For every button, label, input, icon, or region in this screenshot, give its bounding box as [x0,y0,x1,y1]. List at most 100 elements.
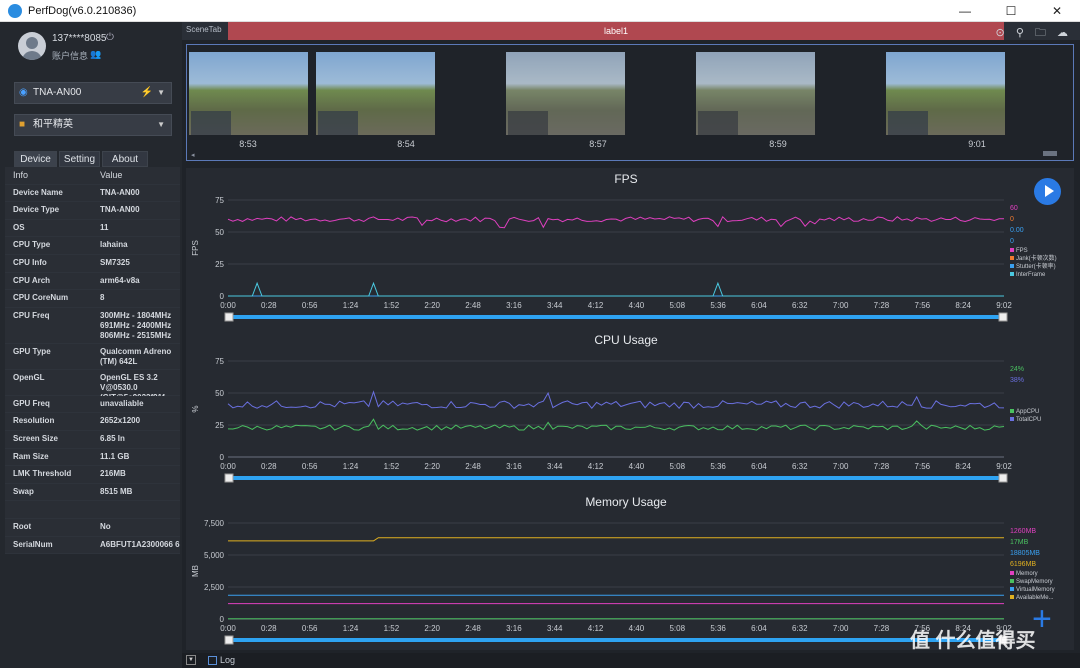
power-icon[interactable]: ⏻ [106,32,114,43]
x-tick-label: 3:16 [506,301,522,310]
y-tick-label: 5,000 [204,551,225,560]
avatar[interactable] [18,32,46,60]
info-value: TNA-AN00 [100,205,140,215]
watermark: 值 什么值得买 [910,630,1036,652]
info-value: 300MHz - 1804MHz 691MHz - 2400MHz 806MHz… [100,310,172,340]
play-button[interactable] [1034,178,1061,205]
y-axis-label: % [191,405,200,412]
x-tick-label: 3:44 [547,624,563,633]
x-tick-label: 7:00 [833,301,849,310]
range-handle-right [998,635,1008,645]
legend-label: AppCPU [1016,409,1039,415]
info-value: No [100,521,111,531]
x-tick-label: 0:00 [220,624,236,633]
screenshot-thumb[interactable] [189,52,308,135]
table-row: Root No [5,518,180,537]
x-tick-label: 2:48 [465,301,481,310]
chart-title: Memory Usage [585,495,667,509]
info-value: SM7325 [100,257,130,267]
legend-swatch [1010,417,1014,421]
scene-toolbar-icons[interactable]: ⊙ ⚲ 🗀 ☁ [995,27,1072,39]
y-tick-label: 75 [215,196,224,205]
y-axis-label: FPS [191,240,200,256]
log-checkbox[interactable] [208,656,217,665]
x-tick-label: 0:56 [302,462,318,471]
x-tick-label: 0:00 [220,462,236,471]
person-icon: 👥 [90,49,102,59]
x-tick-label: 2:20 [424,462,440,471]
x-tick-label: 7:28 [874,624,890,633]
legend-swatch [1010,272,1014,276]
x-tick-label: 2:48 [465,624,481,633]
info-value: 11 [100,222,109,232]
scene-bar: SceneTab label1 ⊙ ⚲ 🗀 ☁ [182,22,1080,40]
account-info-link[interactable]: 账户信息 [52,51,89,61]
x-tick-label: 3:44 [547,462,563,471]
screenshot-thumb[interactable] [886,52,1005,135]
expand-icon[interactable]: ▼ [186,655,196,665]
table-row: Screen Size 6.85 In [5,430,180,449]
close-button[interactable]: ✕ [1051,4,1063,18]
chevron-down-icon: ▼ [157,120,165,129]
x-tick-label: 1:52 [384,624,400,633]
chart-title: CPU Usage [594,333,658,347]
legend-label: InterFrame [1016,272,1046,278]
info-key: Root [13,521,32,531]
x-tick-label: 4:12 [588,624,604,633]
x-tick-label: 1:24 [343,462,359,471]
table-row: GPU Freq unavaliable [5,395,180,414]
scene-tab[interactable]: SceneTab [186,25,222,34]
legend-swatch [1010,248,1014,252]
title-bar: PerfDog(v6.0.210836) — ☐ ✕ [0,0,1080,22]
x-tick-label: 6:04 [751,624,767,633]
x-tick-label: 1:24 [343,301,359,310]
app-select[interactable]: ■ 和平精英 ▼ [14,114,172,136]
perfdog-app-icon [8,4,22,18]
add-chart-button[interactable]: + [1032,600,1052,638]
x-tick-label: 1:52 [384,301,400,310]
device-select[interactable]: ◉ TNA-AN00 ⚡ ▼ [14,82,172,104]
screenshot-thumb[interactable] [696,52,815,135]
info-key: SerialNum [13,539,53,549]
range-handle-right [998,473,1008,483]
current-value: 6196MB [1010,561,1036,568]
screenshot-thumb[interactable] [316,52,435,135]
x-tick-label: 7:28 [874,462,890,471]
scene-label[interactable]: label1 [228,22,1004,40]
device-info-table: Info Value Device Name TNA-AN00 Device Typ… [5,167,180,555]
header-info: Info [13,170,29,180]
range-slider [228,476,1004,480]
legend-swatch [1010,256,1014,260]
range-handle-left [224,473,234,483]
legend-label: Memory [1016,571,1038,577]
table-row: CPU Type lahaina [5,237,180,255]
range-handle-left [224,635,234,645]
x-tick-label: 2:20 [424,624,440,633]
chart-title: FPS [614,172,637,186]
table-row: CPU Info SM7325 [5,254,180,273]
tab-device[interactable]: Device [14,151,57,167]
minimize-button[interactable]: — [959,4,971,18]
tab-about[interactable]: About [102,151,148,167]
y-axis-label: MB [191,565,200,577]
range-slider [228,638,1004,642]
info-value: 2652x1200 [100,416,141,426]
x-tick-label: 2:48 [465,462,481,471]
current-value: 18805MB [1010,550,1040,557]
screenshot-thumb[interactable] [506,52,625,135]
maximize-button[interactable]: ☐ [1005,4,1017,18]
thumb-time: 8:59 [769,139,787,149]
scroll-left-arrow[interactable]: ◂ [191,152,195,159]
info-key: CPU Type [13,240,51,250]
legend-label: VirtualMemory [1016,587,1055,593]
x-tick-label: 7:56 [915,462,931,471]
current-value: 17MB [1010,539,1029,546]
info-key: Screen Size [13,433,58,443]
horizontal-scrollbar[interactable] [1043,151,1057,156]
tab-setting[interactable]: Setting [59,151,100,167]
x-tick-label: 7:00 [833,624,849,633]
x-tick-label: 7:00 [833,462,849,471]
y-tick-label: 0 [220,615,225,624]
table-row: CPU Arch arm64-v8a [5,272,180,291]
x-tick-label: 0:28 [261,462,277,471]
